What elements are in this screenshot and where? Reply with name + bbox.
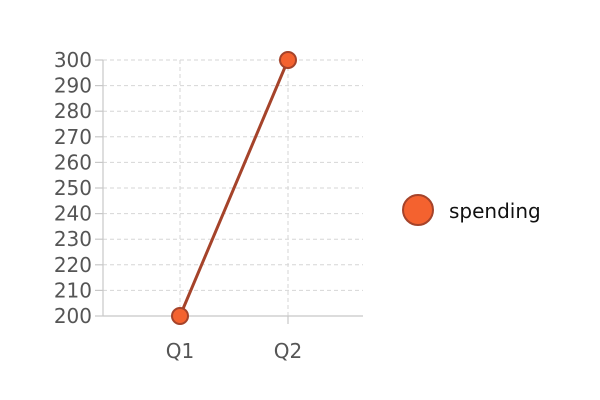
x-tick-label-Q1: Q1 (166, 339, 194, 363)
data-point-spending-Q1[interactable] (171, 307, 189, 325)
y-tick-label-200: 200 (54, 304, 92, 328)
y-tick-label-250: 250 (54, 176, 92, 200)
y-tick-label-210: 210 (54, 278, 92, 302)
y-tick-label-260: 260 (54, 150, 92, 174)
series (171, 51, 297, 325)
y-tick-label-280: 280 (54, 99, 92, 123)
x-axis-ticks: Q1 Q2 (166, 316, 302, 363)
y-tick-label-270: 270 (54, 125, 92, 149)
legend: spending (402, 194, 541, 226)
y-tick-label-290: 290 (54, 74, 92, 98)
y-tick-label-230: 230 (54, 227, 92, 251)
data-point-spending-Q2[interactable] (279, 51, 297, 69)
legend-swatch-spending (402, 194, 434, 226)
y-tick-label-220: 220 (54, 253, 92, 277)
legend-label-spending: spending (449, 199, 541, 223)
series-line-spending (178, 58, 290, 318)
y-tick-label-240: 240 (54, 202, 92, 226)
x-tick-label-Q2: Q2 (274, 339, 302, 363)
y-tick-label-300: 300 (54, 48, 92, 72)
